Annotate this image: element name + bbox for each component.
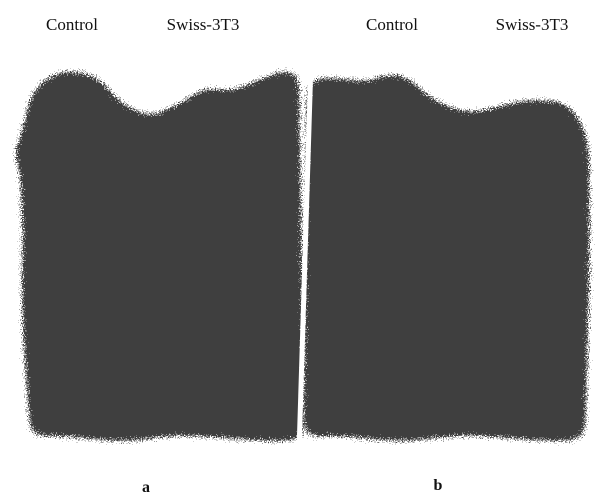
lane-label: Swiss-3T3 — [496, 15, 569, 34]
lane-label: Control — [366, 15, 418, 34]
lane-label: Control — [46, 15, 98, 34]
panel-label: a — [142, 479, 150, 496]
lane-label: Swiss-3T3 — [167, 15, 240, 34]
blot-a — [11, 68, 306, 443]
blot-b — [302, 73, 591, 443]
separator — [296, 61, 314, 453]
panel-label: b — [434, 477, 443, 494]
